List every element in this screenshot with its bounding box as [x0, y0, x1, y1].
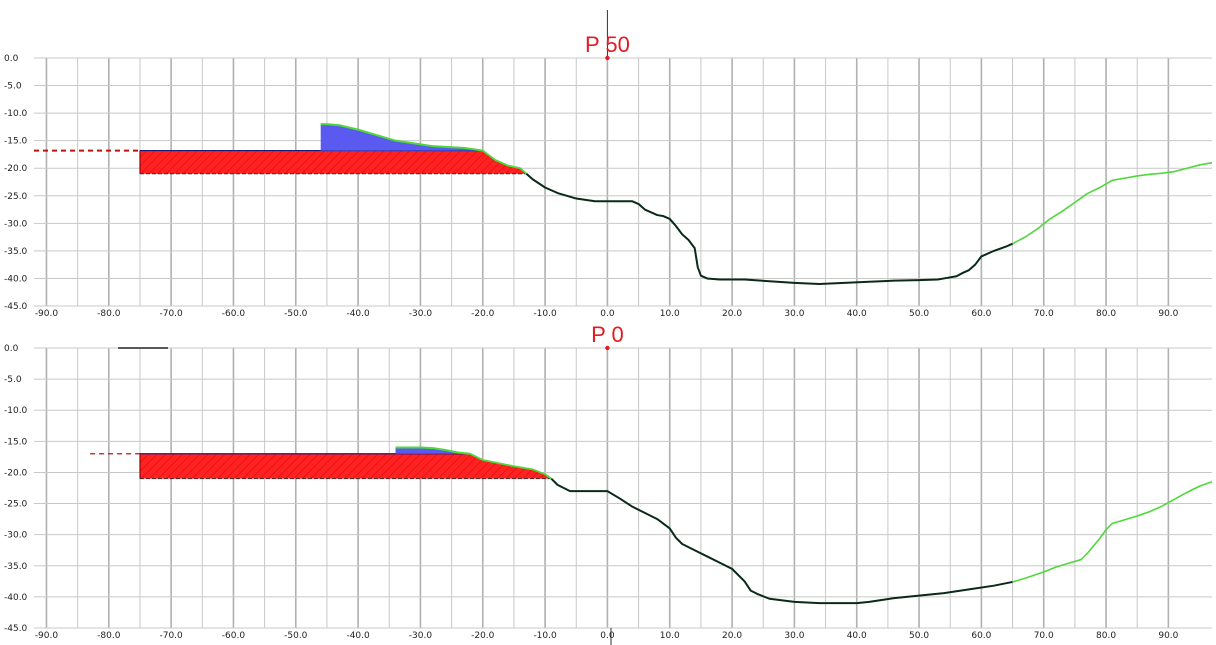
x-tick-label: -70.0 [159, 631, 183, 641]
y-tick-label: -30.0 [4, 531, 28, 541]
slope-top-line [469, 452, 552, 480]
x-tick-label: 50.0 [909, 631, 929, 641]
x-tick-label: 20.0 [722, 309, 742, 319]
x-tick-label: -80.0 [97, 309, 121, 319]
y-tick-label: -45.0 [4, 302, 28, 312]
red-hatch-overlay [139, 150, 527, 174]
x-tick-label: 80.0 [1096, 309, 1116, 319]
terrain-series-1 [1012, 481, 1213, 583]
y-tick-label: -15.0 [4, 137, 28, 147]
chart-title: P 50 [585, 32, 630, 57]
y-tick-label: -35.0 [4, 562, 28, 572]
x-tick-label: 0.0 [600, 309, 615, 319]
y-tick-label: -20.0 [4, 468, 28, 478]
x-tick-label: -10.0 [533, 309, 557, 319]
y-tick-label: -20.0 [4, 164, 28, 174]
terrain-series-0 [550, 477, 1013, 605]
blue-fill-top-line [320, 123, 483, 152]
y-tick-label: -25.0 [4, 192, 28, 202]
x-tick-label: 90.0 [1158, 631, 1178, 641]
x-tick-label: -30.0 [409, 309, 433, 319]
x-tick-label: 40.0 [847, 631, 867, 641]
y-tick-label: -35.0 [4, 247, 28, 257]
y-tick-label: -15.0 [4, 437, 28, 447]
terrain-series-1 [1012, 161, 1213, 245]
y-tick-label: -5.0 [4, 375, 22, 385]
x-tick-label: 40.0 [847, 309, 867, 319]
x-tick-label: -60.0 [222, 309, 246, 319]
y-tick-label: -40.0 [4, 274, 28, 284]
x-tick-label: 60.0 [971, 309, 991, 319]
slope-top-line [482, 149, 527, 175]
y-tick-label: -10.0 [4, 406, 28, 416]
station-marker-dot [605, 345, 610, 351]
y-tick-label: 0.0 [4, 54, 19, 64]
x-tick-label: 10.0 [660, 631, 680, 641]
x-tick-label: -60.0 [222, 631, 246, 641]
x-tick-label: 90.0 [1158, 309, 1178, 319]
chart-panel-1: 0.0 -5.0 -10.0 -15.0 -20.0 -25.0 -30.0 -35.0 -40… [4, 322, 1213, 641]
grid [34, 57, 1212, 307]
y-tick-label: -5.0 [4, 82, 22, 92]
grid [34, 347, 1212, 629]
y-tick-label: -40.0 [4, 593, 28, 603]
terrain-series-0 [525, 172, 1013, 285]
x-tick-label: -20.0 [471, 631, 495, 641]
x-tick-label: -50.0 [284, 631, 308, 641]
x-tick-label: -70.0 [159, 309, 183, 319]
y-tick-label: -25.0 [4, 500, 28, 510]
x-tick-label: -20.0 [471, 309, 495, 319]
y-tick-label: -30.0 [4, 219, 28, 229]
x-tick-label: -30.0 [409, 631, 433, 641]
x-tick-label: 70.0 [1034, 309, 1054, 319]
y-tick-label: -10.0 [4, 109, 28, 119]
x-tick-label: 60.0 [971, 631, 991, 641]
chart-panel-0: 0.0 -5.0 -10.0 -15.0 -20.0 -25.0 -30.0 -35.0 -40… [4, 10, 1213, 319]
station-marker-dot [605, 55, 610, 61]
y-tick-label: 0.0 [4, 344, 19, 354]
x-tick-label: 20.0 [722, 631, 742, 641]
x-tick-label: -40.0 [346, 631, 370, 641]
x-tick-label: 0.0 [600, 631, 615, 641]
x-tick-label: 80.0 [1096, 631, 1116, 641]
x-tick-label: -10.0 [533, 631, 557, 641]
blue-fill-top-line [395, 446, 471, 455]
x-tick-label: 50.0 [909, 309, 929, 319]
x-tick-label: -90.0 [35, 309, 59, 319]
red-hatch-overlay [139, 453, 552, 479]
x-tick-label: 70.0 [1034, 631, 1054, 641]
x-tick-label: 30.0 [784, 631, 804, 641]
x-tick-label: -40.0 [346, 309, 370, 319]
chart-title: P 0 [591, 322, 624, 347]
x-tick-label: -50.0 [284, 309, 308, 319]
x-tick-label: 30.0 [784, 309, 804, 319]
y-tick-label: -45.0 [4, 624, 28, 634]
x-tick-label: 10.0 [660, 309, 680, 319]
x-tick-label: -90.0 [35, 631, 59, 641]
x-tick-label: -80.0 [97, 631, 121, 641]
